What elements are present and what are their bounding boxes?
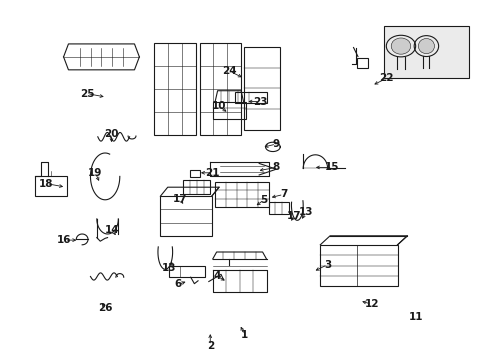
Ellipse shape <box>390 38 410 54</box>
Text: 7: 7 <box>279 189 287 199</box>
Bar <box>160 196 211 236</box>
Bar <box>268 202 288 214</box>
Bar <box>215 182 268 207</box>
Text: 8: 8 <box>272 162 279 172</box>
Text: 19: 19 <box>88 168 102 178</box>
Bar <box>168 266 205 277</box>
Text: 21: 21 <box>205 168 220 178</box>
Text: 10: 10 <box>211 101 226 111</box>
Text: 5: 5 <box>260 195 267 205</box>
Text: 3: 3 <box>324 260 330 270</box>
Text: 16: 16 <box>57 235 72 245</box>
Text: 24: 24 <box>222 66 237 76</box>
Text: 13: 13 <box>161 263 176 273</box>
Bar <box>199 43 241 135</box>
Bar <box>212 102 245 119</box>
Text: 22: 22 <box>378 73 393 84</box>
Text: 6: 6 <box>175 279 182 289</box>
Text: 4: 4 <box>213 271 221 282</box>
Text: 20: 20 <box>104 129 119 139</box>
Text: 13: 13 <box>298 207 312 217</box>
Bar <box>35 176 67 196</box>
Text: 17: 17 <box>286 211 301 221</box>
Bar <box>243 47 280 130</box>
Bar <box>234 92 266 103</box>
Text: 9: 9 <box>272 139 279 149</box>
Text: 14: 14 <box>105 225 120 235</box>
Bar <box>154 43 195 135</box>
Bar <box>183 180 210 194</box>
Text: 23: 23 <box>252 96 267 107</box>
Bar <box>383 26 468 78</box>
Text: 15: 15 <box>325 162 339 172</box>
Bar <box>189 170 200 177</box>
Text: 25: 25 <box>80 89 94 99</box>
Text: 12: 12 <box>364 299 378 309</box>
Text: 2: 2 <box>206 341 213 351</box>
Text: 17: 17 <box>172 194 187 204</box>
Text: 18: 18 <box>39 179 54 189</box>
Text: 11: 11 <box>407 312 422 322</box>
Bar <box>320 245 397 286</box>
Ellipse shape <box>418 39 434 54</box>
Bar <box>356 58 367 68</box>
Text: 26: 26 <box>98 303 112 313</box>
Text: 1: 1 <box>241 330 247 340</box>
